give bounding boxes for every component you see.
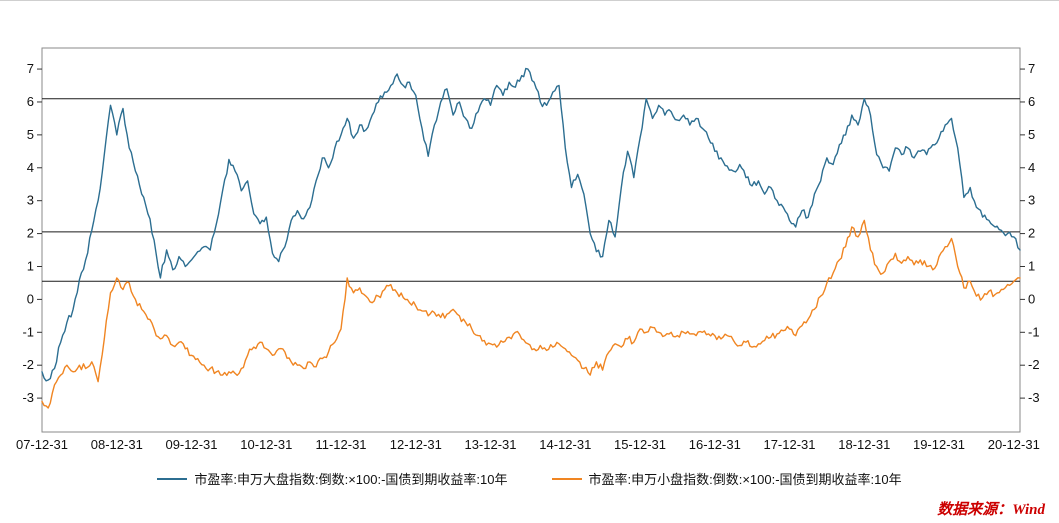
legend-swatch-small-cap <box>551 477 582 480</box>
y-axis-label-right: 7 <box>1028 61 1035 76</box>
x-axis-label: 18-12-31 <box>838 437 890 452</box>
y-axis-label-right: 1 <box>1028 258 1035 273</box>
y-axis-label-right: 2 <box>1028 226 1035 241</box>
legend-item-large-cap: 市盈率:申万大盘指数:倒数:×100:-国债到期收益率:10年 <box>157 469 508 488</box>
y-axis-label-left: -1 <box>22 324 34 339</box>
legend-swatch-large-cap <box>157 477 188 480</box>
y-axis-label-left: -3 <box>22 390 34 405</box>
series-line-small-cap <box>41 219 1021 409</box>
y-axis-label-left: 7 <box>27 61 34 76</box>
x-axis-label: 13-12-31 <box>464 437 516 452</box>
y-axis-label-right: 5 <box>1028 127 1035 142</box>
x-axis-label: 15-12-31 <box>614 437 666 452</box>
pe-yield-spread-chart: 7 7 6 6 5 5 4 4 3 3 2 2 1 1 0 0 -1 -1 -2 -2 -3 -3 07-12-31 08-1… <box>16 47 1040 452</box>
y-axis-label-right: -2 <box>1028 357 1040 372</box>
x-axis-label: 07-12-31 <box>16 437 68 452</box>
y-axis-label-left: 4 <box>27 160 34 175</box>
legend-label-large-cap: 市盈率:申万大盘指数:倒数:×100:-国债到期收益率:10年 <box>194 472 508 487</box>
x-axis-label: 09-12-31 <box>165 437 217 452</box>
y-axis-label-left: 6 <box>27 94 34 109</box>
data-source-note: 数据来源：Wind <box>937 502 1045 518</box>
chart-legend: 市盈率:申万大盘指数:倒数:×100:-国债到期收益率:10年 市盈率:申万小盘… <box>0 469 1059 488</box>
x-axis-label: 16-12-31 <box>689 437 741 452</box>
y-axis-label-left: 5 <box>27 127 34 142</box>
x-axis-label: 11-12-31 <box>315 437 366 452</box>
y-axis-label-left: -2 <box>22 357 34 372</box>
y-axis-label-left: 3 <box>27 193 34 208</box>
x-axis-label: 17-12-31 <box>763 437 815 452</box>
y-axis-label-left: 0 <box>27 291 34 306</box>
y-axis-label-right: 3 <box>1028 193 1035 208</box>
x-axis-label: 14-12-31 <box>539 437 591 452</box>
x-axis-label: 08-12-31 <box>91 437 143 452</box>
legend-label-small-cap: 市盈率:申万小盘指数:倒数:×100:-国债到期收益率:10年 <box>588 472 902 487</box>
legend-item-small-cap: 市盈率:申万小盘指数:倒数:×100:-国债到期收益率:10年 <box>551 469 902 488</box>
y-axis-label-right: 4 <box>1028 160 1035 175</box>
series-line-large-cap <box>41 67 1021 382</box>
x-axis-label: 19-12-31 <box>913 437 965 452</box>
x-axis-label: 20-12-31 <box>988 437 1040 452</box>
y-axis-label-right: 6 <box>1028 94 1035 109</box>
x-axis-label: 12-12-31 <box>390 437 442 452</box>
plot-border <box>41 47 1021 433</box>
x-axis-label: 10-12-31 <box>240 437 292 452</box>
y-axis-label-right: 0 <box>1028 291 1035 306</box>
y-axis-label-right: -3 <box>1028 390 1040 405</box>
y-axis-label-left: 2 <box>27 226 34 241</box>
y-axis-label-left: 1 <box>27 258 34 273</box>
y-axis-label-right: -1 <box>1028 324 1040 339</box>
